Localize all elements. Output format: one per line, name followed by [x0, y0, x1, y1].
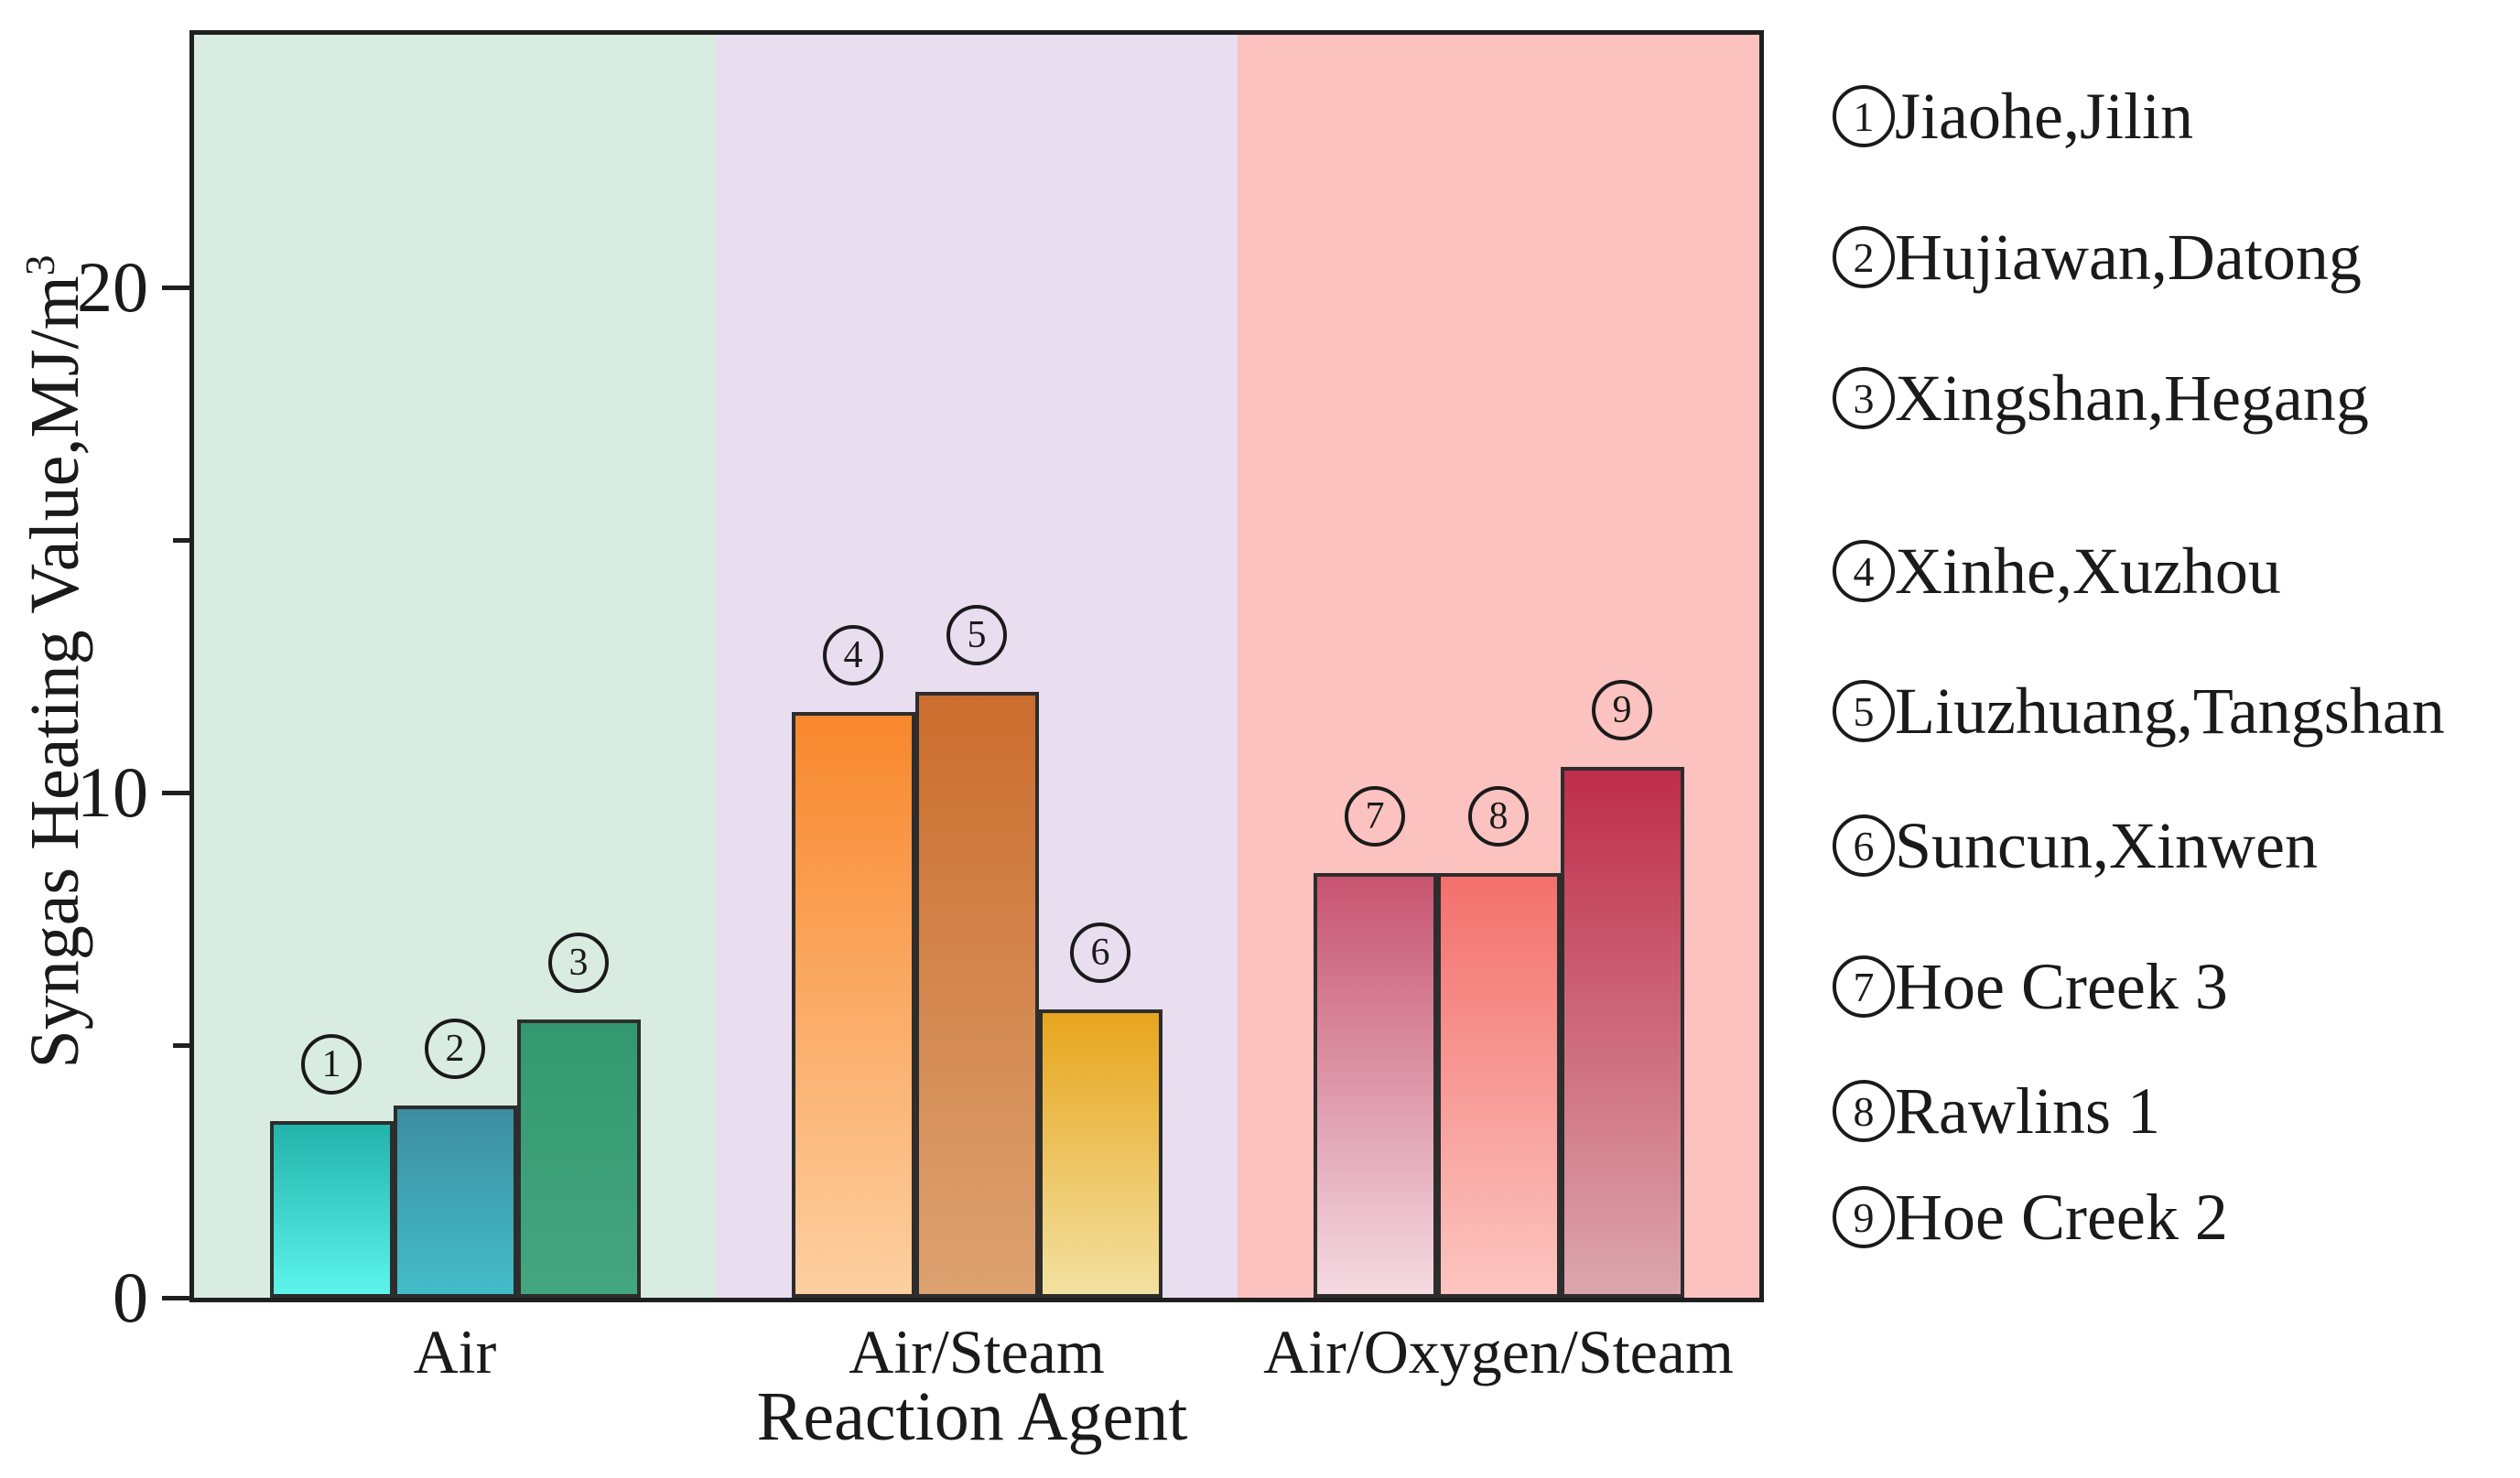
legend-label-8: Rawlins 1 [1895, 1074, 2161, 1148]
legend-label-3: Xingshan,Hegang [1895, 361, 2369, 435]
x-tick-label-1: Air [413, 1317, 497, 1386]
legend-label-5: Liuzhuang,Tangshan [1895, 674, 2445, 748]
legend-item-5: 5 Liuzhuang,Tangshan [1833, 663, 2445, 759]
y-tick-label-20: 20 [77, 247, 148, 327]
y-minor-tick-15 [173, 537, 189, 543]
legend-label-9: Hoe Creek 2 [1895, 1181, 2228, 1254]
legend-item-6: 6 Suncun,Xinwen [1833, 798, 2318, 893]
bar-number-label-1: 1 [301, 1033, 362, 1095]
y-axis-title-superscript: 3 [16, 254, 63, 276]
x-axis-title: Reaction Agent [756, 1378, 1188, 1455]
y-axis-title: Syngas Heating Value,MJ/m3 [5, 254, 94, 1069]
bar-5 [914, 691, 1039, 1298]
legend-item-7: 7 Hoe Creek 3 [1833, 939, 2228, 1034]
legend-label-4: Xinhe,Xuzhou [1895, 534, 2281, 608]
bar-number-label-7: 7 [1345, 786, 1405, 847]
bar-number-label-8: 8 [1468, 786, 1529, 847]
bar-1 [269, 1120, 394, 1298]
bar-number-label-9: 9 [1592, 680, 1652, 741]
legend-number-icon-7: 7 [1833, 955, 1895, 1018]
legend-label-1: Jiaohe,Jilin [1895, 80, 2193, 153]
legend-item-2: 2 Hujiawan,Datong [1833, 210, 2362, 305]
bar-7 [1313, 873, 1437, 1298]
x-tick-label-3: Air/Oxygen/Steam [1263, 1317, 1734, 1386]
y-minor-tick-5 [173, 1042, 189, 1048]
legend-number-icon-6: 6 [1833, 815, 1895, 877]
legend-number-icon-9: 9 [1833, 1186, 1895, 1248]
bar-8 [1436, 873, 1561, 1298]
legend-item-8: 8 Rawlins 1 [1833, 1063, 2160, 1159]
y-major-tick-20 [162, 285, 189, 290]
bar-6 [1038, 1009, 1163, 1298]
y-major-tick-10 [162, 790, 189, 795]
bar-4 [791, 711, 915, 1298]
legend-number-icon-2: 2 [1833, 226, 1895, 288]
bar-number-label-6: 6 [1070, 922, 1130, 984]
legend-number-icon-1: 1 [1833, 85, 1895, 147]
legend-label-7: Hoe Creek 3 [1895, 950, 2228, 1023]
x-tick-label-2: Air/Steam [849, 1317, 1105, 1386]
legend-number-icon-8: 8 [1833, 1080, 1895, 1142]
legend-item-1: 1 Jiaohe,Jilin [1833, 69, 2193, 164]
legend-label-6: Suncun,Xinwen [1895, 809, 2318, 882]
legend-number-icon-5: 5 [1833, 680, 1895, 742]
bar-number-label-4: 4 [823, 624, 883, 685]
legend-item-4: 4 Xinhe,Xuzhou [1833, 523, 2281, 619]
bar-number-label-5: 5 [946, 604, 1007, 665]
legend: 1 Jiaohe,Jilin 2 Hujiawan,Datong 3 Xingshan,H… [1833, 0, 2520, 1478]
bar-3 [516, 1019, 641, 1298]
y-axis-title-text: Syngas Heating Value,MJ/m [16, 275, 94, 1069]
y-tick-label-10: 10 [77, 752, 148, 832]
bar-2 [393, 1106, 517, 1298]
y-tick-label-0: 0 [113, 1257, 148, 1337]
bar-9 [1560, 767, 1684, 1298]
y-major-tick-0 [162, 1295, 189, 1300]
legend-label-2: Hujiawan,Datong [1895, 221, 2362, 294]
legend-number-icon-4: 4 [1833, 540, 1895, 602]
legend-number-icon-3: 3 [1833, 367, 1895, 429]
bar-number-label-3: 3 [548, 933, 609, 994]
plot-area: 1 2 3 Air 4 5 6 Air/Steam 7 8 9 Air/Oxygen/Steam 0 10… [77, 30, 1764, 1383]
legend-item-3: 3 Xingshan,Hegang [1833, 351, 2369, 446]
bar-number-label-2: 2 [425, 1019, 485, 1080]
legend-item-9: 9 Hoe Creek 2 [1833, 1170, 2228, 1265]
